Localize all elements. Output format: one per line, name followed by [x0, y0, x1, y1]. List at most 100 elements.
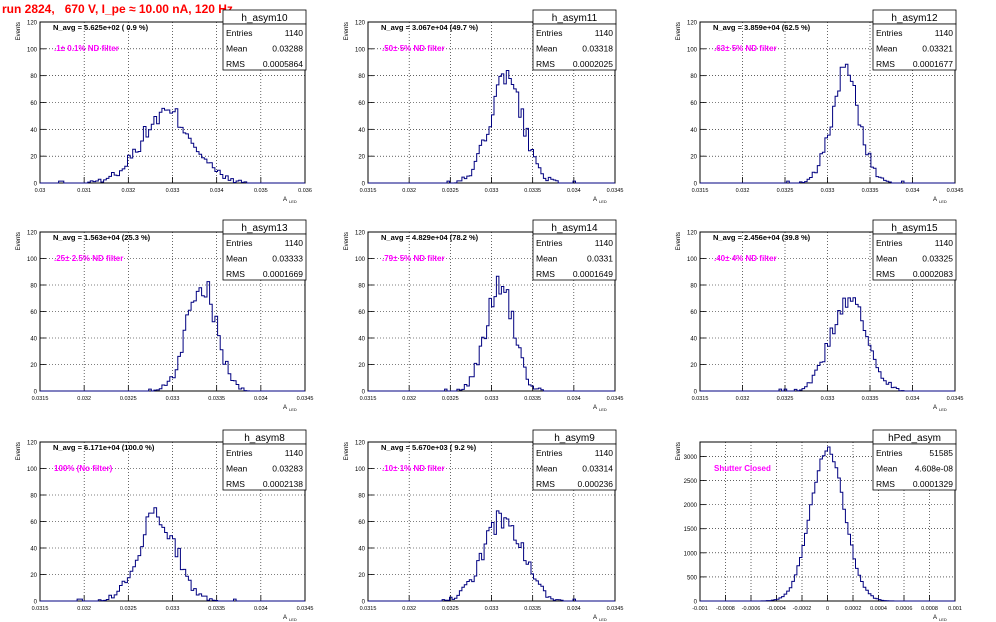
stats-entries-value: 1140 — [595, 238, 614, 248]
histogram-panel-h_asym15: 0 20 40 60 80 100 120 0.0315 0.032 0.0325 0.033 0.0… — [676, 219, 963, 412]
x-tick-label: 0.0345 — [607, 188, 624, 194]
stats-rms-value: 0.0001329 — [913, 479, 953, 489]
navg-label: N_avg = 3.067e+04 (49.7 %) — [381, 23, 479, 32]
stats-rms-label: RMS — [226, 269, 245, 279]
y-axis-label: Events — [344, 22, 350, 40]
x-tick-label: 0.033 — [485, 396, 499, 402]
y-tick-label: 100 — [27, 257, 38, 263]
x-axis-label: A — [593, 615, 597, 621]
x-tick-label: 0.0325 — [442, 396, 459, 402]
filter-note: Shutter Closed — [714, 464, 771, 473]
x-tick-label: 0.033 — [485, 188, 499, 194]
y-tick-label: 100 — [687, 257, 698, 263]
x-tick-label: 0.0335 — [524, 606, 541, 612]
y-tick-label: 40 — [30, 547, 37, 553]
x-tick-label: 0.032 — [77, 606, 91, 612]
x-axis-label: A — [283, 615, 287, 621]
stats-mean-value: 0.03288 — [272, 44, 303, 54]
histogram-panel-hPed_asym: 0 500 1000 1500 2000 2500 3000 -0.001 -0.0008 -0.… — [676, 429, 962, 622]
y-tick-label: 0 — [694, 390, 698, 396]
y-tick-label: 0 — [694, 600, 698, 606]
y-tick-label: 80 — [690, 74, 697, 80]
stats-entries-value: 51585 — [929, 448, 953, 458]
y-tick-label: 80 — [30, 74, 37, 80]
y-tick-label: 100 — [687, 47, 698, 53]
histogram-bars — [368, 275, 615, 392]
x-tick-label: 0.032 — [77, 396, 91, 402]
y-axis-label: Events — [16, 232, 22, 250]
x-axis-label-sub: LED — [599, 407, 607, 412]
stats-mean-label: Mean — [536, 44, 558, 54]
stats-rms-value: 0.0001669 — [263, 269, 303, 279]
x-tick-label: 0.033 — [485, 606, 499, 612]
stats-rms-value: 0.0001649 — [573, 269, 613, 279]
y-tick-label: 120 — [27, 441, 38, 447]
x-axis-label: A — [593, 405, 597, 411]
y-tick-label: 100 — [355, 47, 366, 53]
y-tick-label: 20 — [690, 155, 697, 161]
histogram-title: hPed_asym — [888, 433, 941, 444]
stats-mean-value: 0.0331 — [587, 254, 613, 264]
histogram-title: h_asym14 — [551, 223, 598, 234]
y-tick-label: 60 — [358, 520, 365, 526]
x-tick-label: 0.0325 — [120, 396, 137, 402]
stats-mean-label: Mean — [536, 464, 558, 474]
x-tick-label: 0.034 — [906, 396, 920, 402]
stats-rms-label: RMS — [226, 59, 245, 69]
x-tick-label: 0.032 — [402, 606, 416, 612]
y-tick-label: 120 — [355, 21, 366, 27]
y-tick-label: 40 — [690, 337, 697, 343]
y-tick-label: 0 — [362, 600, 366, 606]
x-tick-label: 0.0315 — [692, 188, 709, 194]
stats-mean-label: Mean — [876, 44, 898, 54]
y-tick-label: 1500 — [684, 527, 698, 533]
x-tick-label: 0.033 — [821, 396, 835, 402]
stats-box — [222, 23, 307, 71]
stats-box — [532, 23, 617, 71]
y-tick-label: 120 — [355, 441, 366, 447]
y-axis-label: Events — [676, 232, 682, 250]
y-tick-label: 60 — [690, 101, 697, 107]
filter-note: .10± 1% ND filter — [382, 464, 445, 473]
x-tick-label: 0.034 — [254, 396, 268, 402]
y-tick-label: 120 — [27, 21, 38, 27]
x-tick-label: 0.0325 — [442, 606, 459, 612]
histogram-panel-h_asym10: 0 20 40 60 80 100 120 0.03 0.031 0.032 0.033 0.034 0… — [16, 9, 312, 204]
y-tick-label: 20 — [30, 155, 37, 161]
x-tick-label: 0.031 — [77, 188, 91, 194]
x-axis-label-sub: LED — [599, 199, 607, 204]
x-axis-label-sub: LED — [289, 199, 297, 204]
x-tick-label: 0.0325 — [777, 396, 794, 402]
stats-entries-label: Entries — [226, 238, 252, 248]
x-tick-label: 0.0002 — [845, 606, 862, 612]
stats-rms-value: 0.0005864 — [263, 59, 303, 69]
x-tick-label: 0.03 — [35, 188, 46, 194]
histogram-panel-h_asym13: 0 20 40 60 80 100 120 0.0315 0.032 0.0325 0.033 0.0… — [16, 219, 313, 412]
filter-note: .50± 5% ND filter — [382, 44, 445, 53]
x-tick-label: 0.033 — [821, 188, 835, 194]
x-tick-label: 0.0335 — [208, 606, 225, 612]
y-tick-label: 0 — [362, 390, 366, 396]
x-tick-label: 0.0335 — [524, 396, 541, 402]
stats-box — [532, 233, 617, 281]
x-tick-label: 0.032 — [121, 188, 135, 194]
y-tick-label: 100 — [355, 257, 366, 263]
x-tick-label: 0.0325 — [442, 188, 459, 194]
y-tick-label: 40 — [358, 547, 365, 553]
x-axis-label-sub: LED — [939, 199, 947, 204]
stats-box — [872, 23, 957, 71]
y-tick-label: 20 — [358, 573, 365, 579]
y-tick-label: 3000 — [684, 455, 698, 461]
x-tick-label: 0.0345 — [607, 396, 624, 402]
stats-box — [222, 443, 307, 491]
stats-entries-value: 1140 — [285, 448, 304, 458]
x-tick-label: 0 — [826, 606, 829, 612]
x-tick-label: 0.0315 — [360, 188, 377, 194]
y-axis-label: Events — [676, 442, 682, 460]
x-axis-label-sub: LED — [939, 617, 947, 622]
x-tick-label: 0.032 — [736, 396, 750, 402]
stats-entries-value: 1140 — [595, 448, 614, 458]
x-tick-label: 0.0335 — [208, 396, 225, 402]
stats-entries-value: 1140 — [285, 28, 304, 38]
